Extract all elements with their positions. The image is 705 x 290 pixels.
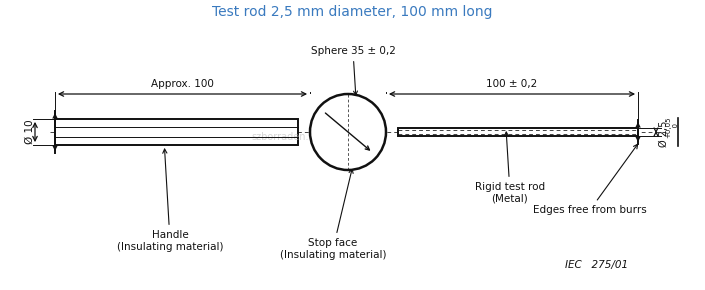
- Bar: [398, 128, 638, 136]
- Text: szborraden.alibaba.com: szborraden.alibaba.com: [252, 132, 369, 142]
- Text: Stop face
(Insulating material): Stop face (Insulating material): [280, 169, 386, 260]
- Ellipse shape: [310, 94, 386, 170]
- Text: Sphere 35 ± 0,2: Sphere 35 ± 0,2: [311, 46, 396, 95]
- Text: 100 ± 0,2: 100 ± 0,2: [486, 79, 538, 89]
- Text: Handle
(Insulating material): Handle (Insulating material): [117, 149, 223, 252]
- Text: +0,05
  0: +0,05 0: [666, 116, 678, 138]
- Text: Test rod 2,5 mm diameter, 100 mm long: Test rod 2,5 mm diameter, 100 mm long: [212, 5, 492, 19]
- Bar: [55, 119, 298, 145]
- Text: IEC   275/01: IEC 275/01: [565, 260, 628, 270]
- Text: Edges free from burrs: Edges free from burrs: [533, 144, 647, 215]
- Text: Ø 10: Ø 10: [25, 120, 35, 144]
- Text: Approx. 100: Approx. 100: [151, 79, 214, 89]
- Text: Rigid test rod
(Metal): Rigid test rod (Metal): [475, 132, 545, 204]
- Text: Ø 2,5: Ø 2,5: [659, 121, 669, 147]
